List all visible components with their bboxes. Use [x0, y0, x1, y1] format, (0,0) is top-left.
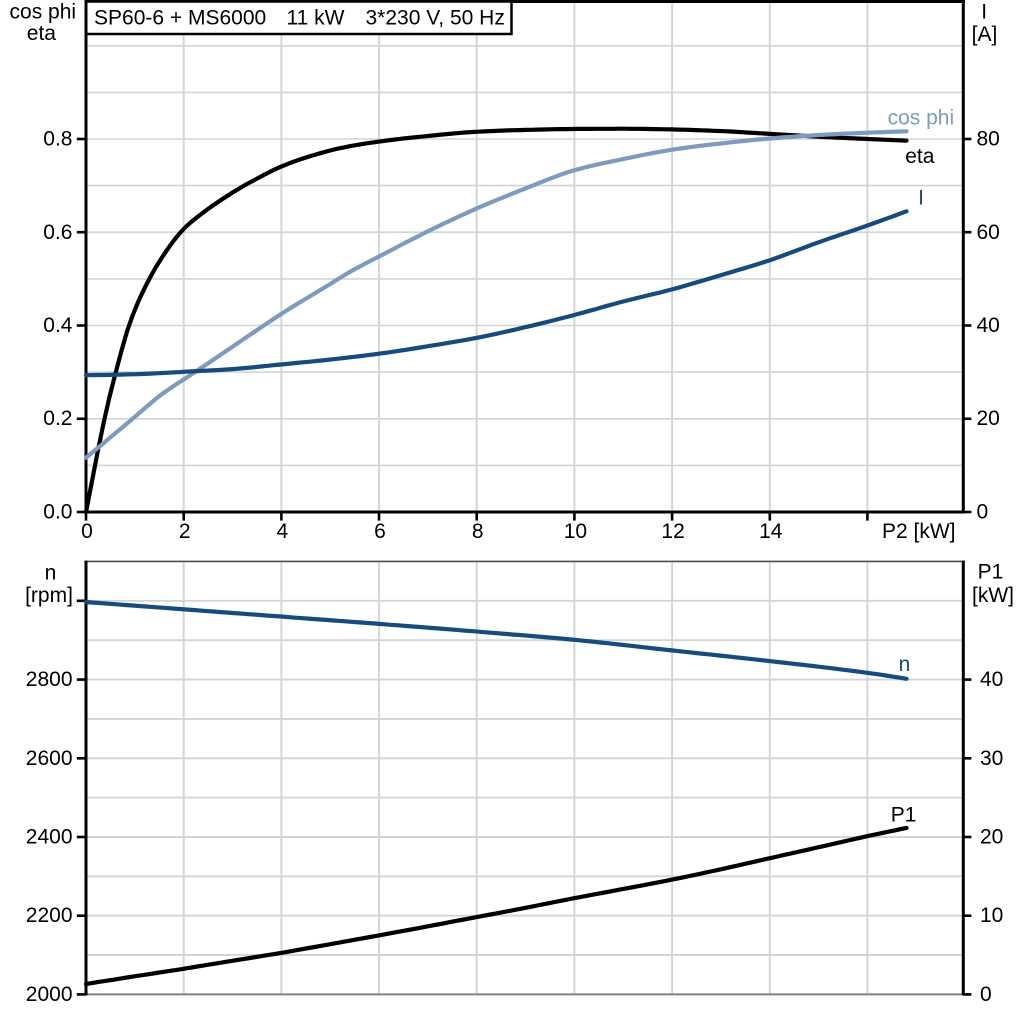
svg-text:eta: eta — [905, 145, 935, 168]
svg-text:11 kW: 11 kW — [287, 7, 345, 30]
svg-text:0.0: 0.0 — [43, 501, 72, 524]
svg-text:0: 0 — [81, 520, 93, 543]
svg-text:[rpm]: [rpm] — [25, 584, 73, 607]
svg-text:14: 14 — [759, 520, 783, 543]
svg-text:cos phi: cos phi — [888, 106, 955, 129]
svg-text:I: I — [918, 186, 924, 209]
svg-text:20: 20 — [977, 407, 1000, 430]
svg-text:eta: eta — [27, 22, 57, 45]
svg-text:n: n — [899, 653, 911, 676]
svg-text:12: 12 — [661, 520, 684, 543]
svg-text:[A]: [A] — [972, 23, 998, 46]
svg-text:2: 2 — [179, 520, 191, 543]
svg-text:P2 [kW]: P2 [kW] — [882, 520, 956, 543]
svg-text:P1: P1 — [978, 560, 1004, 583]
svg-text:I: I — [981, 1, 987, 24]
svg-text:2400: 2400 — [26, 826, 73, 849]
svg-text:4: 4 — [277, 520, 289, 543]
svg-text:10: 10 — [980, 904, 1003, 927]
svg-text:2200: 2200 — [26, 904, 73, 927]
svg-text:0.4: 0.4 — [43, 314, 73, 337]
svg-text:P1: P1 — [891, 804, 917, 827]
svg-text:0: 0 — [980, 983, 992, 1006]
svg-text:3*230 V, 50 Hz: 3*230 V, 50 Hz — [366, 7, 505, 30]
svg-text:cos phi: cos phi — [10, 1, 77, 24]
svg-text:2600: 2600 — [26, 747, 73, 770]
svg-text:6: 6 — [374, 520, 386, 543]
svg-text:8: 8 — [472, 520, 484, 543]
svg-text:80: 80 — [977, 128, 1000, 151]
svg-text:20: 20 — [980, 826, 1003, 849]
svg-text:SP60-6 + MS6000: SP60-6 + MS6000 — [94, 7, 266, 30]
svg-text:10: 10 — [564, 520, 587, 543]
svg-text:0: 0 — [977, 501, 989, 524]
svg-text:0.6: 0.6 — [43, 221, 72, 244]
svg-text:0.8: 0.8 — [43, 128, 72, 151]
svg-text:60: 60 — [977, 221, 1000, 244]
svg-text:2800: 2800 — [26, 668, 73, 691]
svg-text:40: 40 — [980, 668, 1003, 691]
svg-text:0.2: 0.2 — [43, 407, 72, 430]
svg-text:30: 30 — [980, 747, 1003, 770]
svg-text:40: 40 — [977, 314, 1000, 337]
svg-text:[kW]: [kW] — [972, 584, 1014, 607]
svg-text:n: n — [45, 562, 57, 585]
svg-text:2000: 2000 — [26, 983, 73, 1006]
